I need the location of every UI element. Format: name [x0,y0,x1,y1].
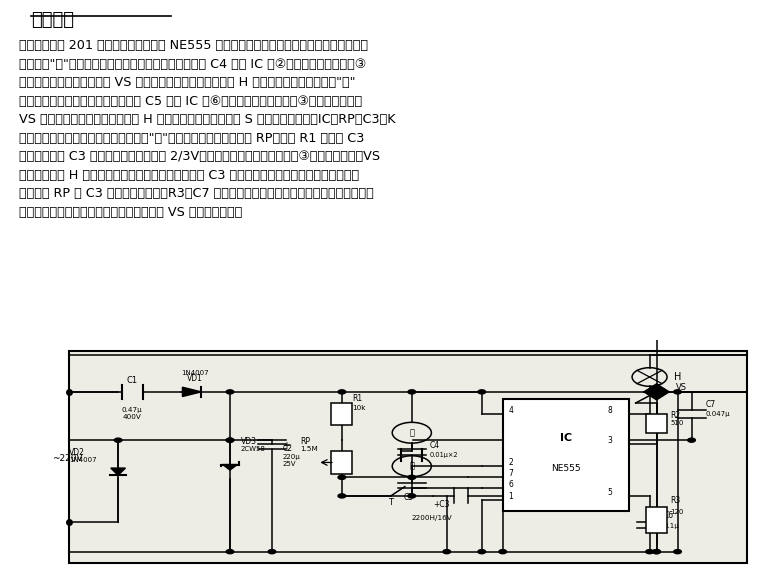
Text: 220μ: 220μ [283,454,300,460]
Bar [646,414,667,433]
Text: 工作原理: 工作原理 [31,11,74,29]
Circle shape [443,550,451,554]
Text: R3: R3 [671,497,681,505]
Text: 7: 7 [508,469,513,478]
Circle shape [226,438,234,442]
Polygon shape [644,392,669,400]
Text: 关: 关 [409,462,414,471]
Polygon shape [183,387,201,396]
Text: 0.047μ: 0.047μ [706,411,730,417]
Text: ~220V: ~220V [51,454,82,463]
Text: C4: C4 [430,441,440,450]
Text: R1: R1 [353,394,363,403]
Circle shape [653,550,660,554]
Text: 1N4007: 1N4007 [69,457,97,464]
Text: 4: 4 [508,406,513,415]
Text: 25V: 25V [283,461,296,467]
Text: C5: C5 [403,492,413,502]
Circle shape [268,550,276,554]
Circle shape [408,494,416,498]
Text: 8: 8 [608,406,612,415]
Text: 1: 1 [508,491,513,501]
Text: RP: RP [300,437,310,446]
Text: 开: 开 [409,428,414,437]
Circle shape [226,390,234,394]
Bar [646,507,667,533]
Circle shape [499,550,507,554]
Circle shape [674,550,681,554]
Text: 5: 5 [608,488,612,497]
Text: 0.47μ
400V: 0.47μ 400V [122,407,142,420]
Circle shape [226,438,234,442]
Circle shape [338,494,346,498]
Circle shape [226,550,234,554]
Text: C1: C1 [127,376,138,385]
Text: 2CW58: 2CW58 [241,446,266,452]
Text: 10k: 10k [353,406,366,411]
Circle shape [646,550,653,554]
Polygon shape [111,468,125,475]
Circle shape [338,475,346,479]
Text: 3: 3 [608,436,612,445]
Bar [332,403,353,425]
Text: 1.5M: 1.5M [300,446,318,452]
Text: H: H [674,372,681,382]
Text: VD1: VD1 [187,374,203,382]
Text: 1N4007: 1N4007 [181,370,209,376]
Bar [332,452,353,473]
Circle shape [478,390,486,394]
Polygon shape [644,384,669,392]
Circle shape [408,390,416,394]
Circle shape [338,390,346,394]
Text: 2200H/16V: 2200H/16V [412,515,452,521]
Text: VD3: VD3 [241,437,256,446]
Text: VD2: VD2 [69,448,85,457]
Text: 510: 510 [671,420,684,426]
Circle shape [408,475,416,479]
Bar [503,399,629,511]
Text: +C3: +C3 [433,500,449,509]
Circle shape [688,438,695,442]
Text: +: + [283,441,291,451]
Text: NE555: NE555 [551,464,580,473]
Text: 0.1μ: 0.1μ [664,522,679,529]
Text: R2: R2 [671,411,681,420]
Circle shape [653,550,660,554]
Text: C7: C7 [706,400,716,409]
Text: 2: 2 [508,458,513,467]
Text: 0.01μ×2: 0.01μ×2 [430,452,458,458]
Circle shape [646,390,653,394]
Circle shape [674,390,681,394]
Text: T: T [388,498,393,507]
Polygon shape [223,464,237,470]
Text: C6: C6 [664,511,674,520]
Text: VS: VS [676,383,687,392]
Circle shape [114,438,122,442]
Circle shape [478,550,486,554]
Text: 电路如图 201 所示，时基集成电路 NE555 及外围所组成感应式触摸开关电路。当人手触
摸金属片"开"的位置时，由于人体的感应信号通过电容 C4 加至 IC: 电路如图 201 所示，时基集成电路 NE555 及外围所组成感应式触摸开关电路… [19,39,396,219]
Text: 6: 6 [508,480,513,490]
Text: IC: IC [559,433,572,444]
Text: 120: 120 [671,510,684,516]
Text: C2: C2 [283,444,292,453]
